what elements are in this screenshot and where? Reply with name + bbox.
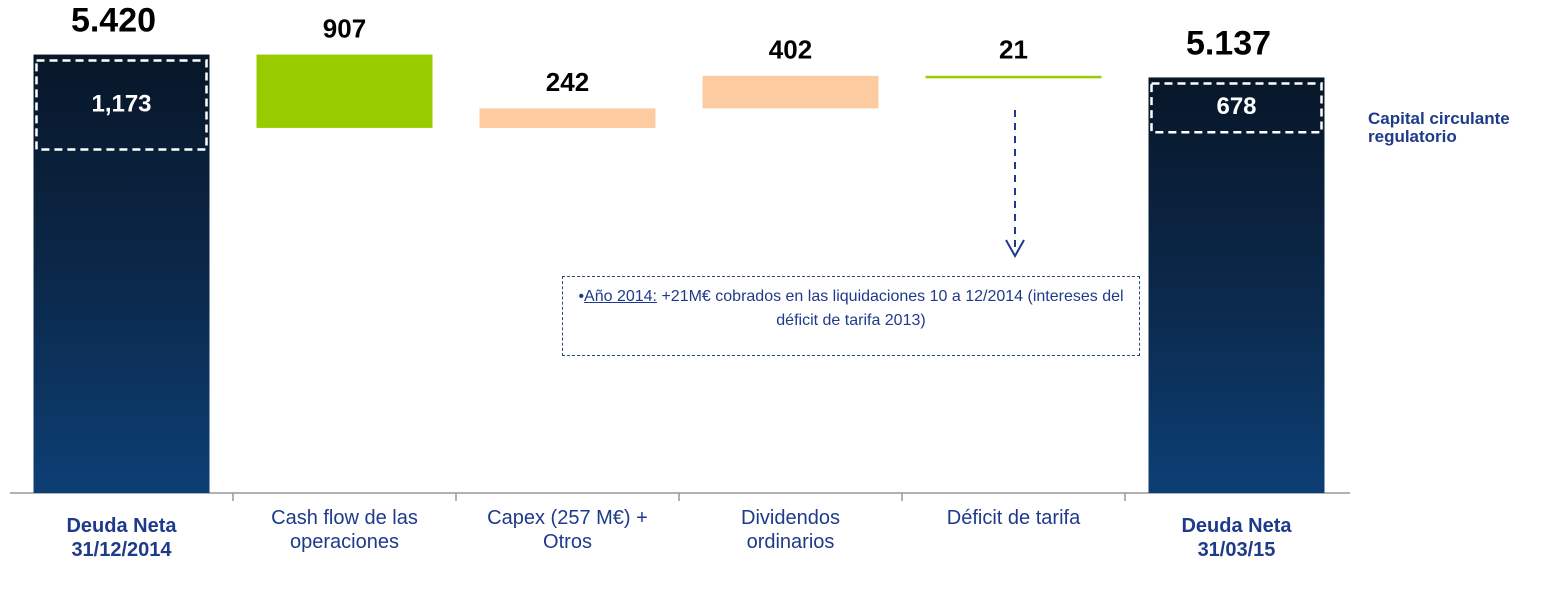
value-label: 402	[769, 35, 812, 65]
annotation-lead: Año 2014:	[584, 288, 657, 305]
working-capital-box	[35, 59, 208, 151]
working-capital-label: 1,173	[91, 90, 151, 117]
arrow-head	[1005, 239, 1025, 259]
x-tick-label: Deuda Neta 31/03/15	[1181, 515, 1292, 561]
value-label: 242	[546, 67, 589, 97]
bar	[702, 75, 879, 109]
value-label: 907	[323, 13, 366, 43]
value-label: 5.137	[1186, 24, 1271, 62]
bar	[33, 54, 210, 493]
working-capital-box	[1150, 82, 1323, 134]
value-label: 21	[999, 35, 1028, 65]
annotation: Año 2014: +21M€ cobrados en las liquidac…	[562, 276, 1140, 356]
value-label: 5.420	[71, 2, 156, 40]
x-tick-label: Capex (257 M€) + Otros	[487, 507, 648, 553]
x-tick-label: Dividendos ordinarios	[741, 507, 840, 553]
working-capital-label: 678	[1216, 93, 1256, 120]
bar	[256, 54, 433, 128]
x-tick-label: Deuda Neta 31/12/2014	[66, 515, 177, 561]
bar	[1148, 77, 1325, 493]
annotation-text: +21M€ cobrados en las liquidaciones 10 a…	[661, 288, 1124, 329]
x-tick-label: Cash flow de las operaciones	[271, 507, 418, 553]
legend-label: Capital circulante regulatorio	[1368, 109, 1510, 146]
x-tick-label: Déficit de tarifa	[946, 507, 1081, 529]
bar	[479, 108, 656, 128]
bar	[925, 75, 1102, 79]
